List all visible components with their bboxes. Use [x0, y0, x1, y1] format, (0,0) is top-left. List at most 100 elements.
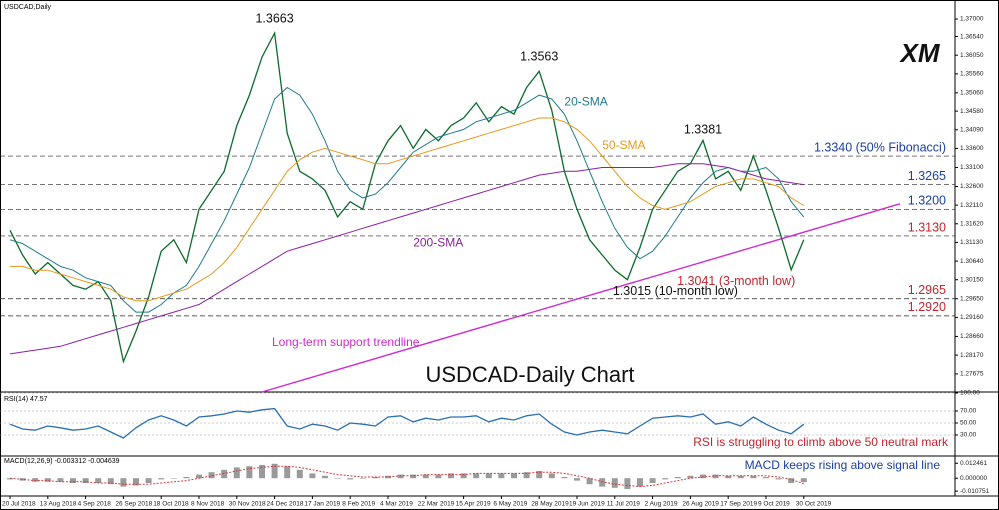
x-tick-label: 13 Aug 2018 [40, 501, 77, 508]
x-tick-label: 24 Dec 2018 [267, 501, 304, 508]
macd-bar [536, 471, 543, 479]
rsi-note: RSI is struggling to climb above 50 neut… [693, 435, 949, 449]
macd-bar [763, 477, 769, 479]
annotation: 1.3663 [255, 11, 293, 25]
y-tick-label: 1.33600 [960, 145, 984, 152]
macd-bar [422, 474, 429, 479]
macd-bar [32, 478, 39, 482]
macd-bar [334, 478, 341, 479]
macd-bar [435, 474, 442, 479]
y-tick-label: 1.35560 [960, 71, 984, 78]
macd-bar [208, 472, 215, 479]
macd-bar [574, 478, 580, 481]
chart-title: USDCAD,Daily [4, 4, 52, 11]
macd-bar [322, 475, 328, 479]
macd-bar [284, 466, 291, 479]
y-tick-label: 1.28660 [960, 333, 984, 340]
level-label: 1.3200 [908, 194, 946, 208]
macd-bar [473, 473, 480, 479]
macd-bar [233, 467, 240, 479]
macd-bar [788, 478, 795, 483]
macd-bar [296, 469, 303, 479]
macd-bar [385, 475, 391, 479]
y-tick-label: 1.31130 [960, 239, 983, 246]
macd-bar [599, 478, 606, 487]
series-label: 200-SMA [413, 235, 463, 249]
macd-bar [637, 478, 643, 487]
macd-bar [19, 478, 26, 481]
series-line [9, 407, 805, 439]
macd-bar [611, 478, 618, 488]
x-tick-label: 6 May 2019 [493, 501, 527, 508]
macd-bar [460, 473, 467, 479]
macd-bar [410, 474, 417, 479]
annotation: 1.3015 (10-month low) [613, 284, 738, 298]
macd-bar [170, 478, 177, 479]
macd-bar [511, 473, 517, 479]
annotation: 1.3563 [520, 49, 558, 63]
x-tick-label: 19 Jun 2019 [569, 501, 605, 508]
macd-bar [561, 477, 568, 479]
macd-bar [624, 478, 631, 489]
series-line [9, 86, 805, 313]
macd-bar [7, 478, 13, 480]
x-tick-label: 22 Mar 2019 [418, 501, 455, 508]
y-tick-label: 1.37000 [960, 16, 984, 23]
macd-bar [372, 477, 379, 479]
level-label: 1.3265 [908, 169, 946, 183]
macd-title: MACD(12,26,9) -0.003312 -0.004639 [4, 458, 120, 465]
macd-bar [145, 478, 152, 483]
macd-bar [158, 478, 165, 480]
series-line [9, 163, 804, 355]
x-tick-label: 9 Oct 2019 [758, 501, 790, 508]
x-tick-label: 17 Jan 2019 [304, 501, 340, 508]
macd-bar [95, 478, 102, 483]
macd-bar [750, 475, 757, 479]
y-tick-label: 70.00 [960, 408, 977, 415]
x-tick-label: 4 Mar 2019 [380, 501, 413, 508]
macd-bar [246, 466, 253, 479]
y-tick-label: 1.36050 [960, 52, 984, 59]
macd-bar [674, 477, 681, 479]
macd-bar [221, 469, 228, 479]
macd-bar [107, 478, 114, 485]
macd-bar [133, 478, 139, 486]
y-tick-label: 0.012461 [960, 460, 987, 467]
macd-bar [347, 478, 354, 480]
level-label: 1.3130 [908, 220, 946, 234]
macd-bar [196, 474, 202, 479]
y-tick-label: 1.29650 [960, 295, 984, 302]
level-label: 1.2965 [908, 283, 946, 297]
y-tick-label: 100.00 [960, 390, 980, 397]
x-tick-label: 15 Apr 2019 [456, 501, 491, 508]
logo: XM [899, 38, 941, 68]
y-tick-label: 1.28170 [960, 352, 984, 359]
macd-bar [586, 478, 593, 485]
x-tick-label: 8 Feb 2019 [342, 501, 375, 508]
y-tick-label: 1.33100 [960, 164, 984, 171]
y-tick-label: 1.32110 [960, 202, 983, 209]
x-tick-label: 30 Nov 2018 [229, 501, 266, 508]
series-line [9, 30, 805, 364]
y-tick-label: 50.00 [960, 420, 977, 427]
macd-bar [523, 472, 530, 479]
macd-bar [82, 478, 89, 483]
x-tick-label: 8 Nov 2018 [191, 501, 225, 508]
macd-bar [700, 474, 706, 479]
macd-bar [397, 474, 404, 479]
y-tick-label: 0.000000 [960, 475, 987, 482]
macd-bar [737, 475, 744, 479]
rsi-title: RSI(14) 47.57 [4, 396, 48, 403]
y-tick-label: 1.30640 [960, 258, 984, 265]
series-line [9, 465, 804, 488]
macd-bar [687, 475, 694, 479]
x-tick-label: 26 Sep 2018 [115, 501, 152, 508]
x-tick-label: 18 Oct 2018 [153, 501, 189, 508]
series-label: 20-SMA [564, 94, 607, 108]
x-tick-label: 17 Sep 2019 [720, 501, 757, 508]
x-tick-label: 2 Aug 2019 [645, 501, 678, 508]
y-tick-label: 1.34580 [960, 108, 984, 115]
series-line [10, 117, 805, 302]
